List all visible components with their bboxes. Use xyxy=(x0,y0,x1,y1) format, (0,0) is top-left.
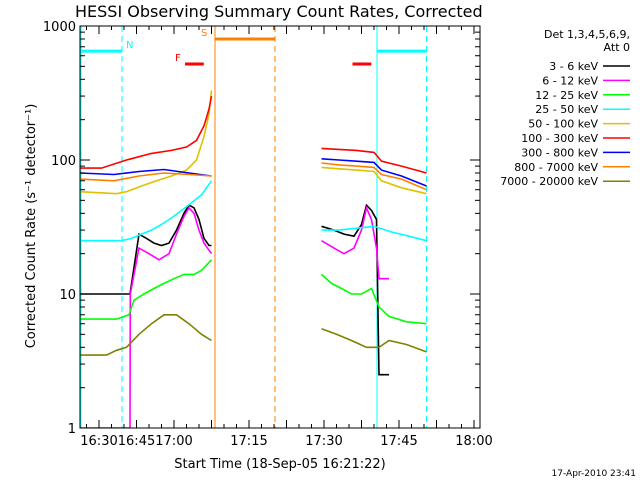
x-tick-label: 16:30 xyxy=(80,434,117,449)
x-tick-label: 16:45 xyxy=(118,434,155,449)
series-line xyxy=(80,162,427,191)
legend-entry: 300 - 800 keV xyxy=(521,146,630,159)
legend-label: 7000 - 20000 keV xyxy=(500,175,598,188)
legend-entry: 50 - 100 keV xyxy=(528,118,630,131)
legend-entry: 7000 - 20000 keV xyxy=(500,175,630,188)
legend-label: 6 - 12 keV xyxy=(542,74,598,87)
legend-entry: 100 - 300 keV xyxy=(521,132,630,145)
legend-label: 25 - 50 keV xyxy=(535,103,598,116)
series-line xyxy=(80,314,427,356)
x-tick-label: 17:15 xyxy=(230,434,267,449)
annotation-label: N xyxy=(126,40,133,51)
legend-header-line-1: Det 1,3,4,5,6,9, xyxy=(544,28,630,41)
series-line xyxy=(80,90,427,195)
series-line xyxy=(80,158,427,187)
y-tick-label: 10 xyxy=(59,288,76,303)
legend-label: 3 - 6 keV xyxy=(549,60,598,73)
annotation-night xyxy=(376,26,427,428)
y-tick-label: 100 xyxy=(51,154,76,169)
x-tick-label: 17:00 xyxy=(155,434,192,449)
annotation-night: N xyxy=(80,26,133,428)
annotation-label: F xyxy=(175,53,181,64)
x-axis-label: Start Time (18-Sep-05 16:21:22) xyxy=(174,457,385,472)
legend-entry: 3 - 6 keV xyxy=(549,60,630,73)
plot-frame xyxy=(79,25,481,429)
series-group xyxy=(80,90,427,428)
legend-entry: 800 - 7000 keV xyxy=(514,161,630,174)
x-tick-label: 17:45 xyxy=(380,434,417,449)
x-tick-label: 18:00 xyxy=(455,434,492,449)
legend-label: 12 - 25 keV xyxy=(535,89,598,102)
y-tick-label: 1 xyxy=(68,422,76,437)
series-line xyxy=(80,180,427,242)
y-axis-label: Corrected Count Rate (s⁻¹ detector⁻¹) xyxy=(24,104,39,349)
annotation-saa: S xyxy=(201,26,276,428)
annotation-label: S xyxy=(201,28,207,39)
series-line xyxy=(80,95,427,174)
y-tick-label: 1000 xyxy=(43,20,76,35)
legend-label: 50 - 100 keV xyxy=(528,118,598,131)
chart-title: HESSI Observing Summary Count Rates, Cor… xyxy=(75,2,483,21)
annotation-flare: F xyxy=(175,53,204,66)
series-line xyxy=(80,259,427,325)
footer-timestamp: 17-Apr-2010 23:41 xyxy=(552,469,636,479)
legend-header-line-2: Att 0 xyxy=(604,41,630,54)
legend-entry: 25 - 50 keV xyxy=(535,103,630,116)
series-line xyxy=(80,203,389,376)
legend-entry: 12 - 25 keV xyxy=(535,89,630,102)
legend-label: 800 - 7000 keV xyxy=(514,161,598,174)
x-tick-label: 17:30 xyxy=(305,434,342,449)
legend-label: 100 - 300 keV xyxy=(521,132,598,145)
series-line xyxy=(80,205,389,428)
legend-label: 300 - 800 keV xyxy=(521,146,598,159)
legend-entry: 6 - 12 keV xyxy=(542,74,630,87)
